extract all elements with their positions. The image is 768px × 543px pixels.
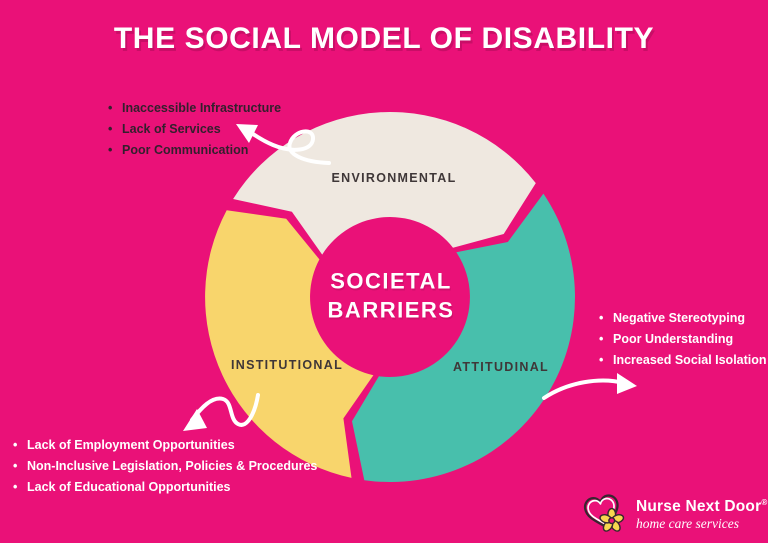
list-item: Lack of Educational Opportunities <box>12 477 317 498</box>
segment-label-institutional: INSTITUTIONAL <box>230 358 344 372</box>
list-item: Lack of Employment Opportunities <box>12 435 317 456</box>
curve-arrow-icon <box>542 373 637 400</box>
page-title: THE SOCIAL MODEL OF DISABILITY <box>113 22 655 55</box>
list-item: Negative Stereotyping <box>598 308 767 329</box>
heart-flower-icon <box>583 494 625 532</box>
institutional-barriers-list: Lack of Employment Opportunities Non-Inc… <box>12 435 317 498</box>
institutional-segment <box>205 210 374 478</box>
attitudinal-barriers-list: Negative Stereotyping Poor Understanding… <box>598 308 767 371</box>
list-item: Poor Communication <box>107 140 281 161</box>
center-title: SOCIETAL BARRIERS <box>328 267 455 324</box>
logo-tagline: home care services <box>636 515 739 531</box>
list-item: Poor Understanding <box>598 329 767 350</box>
registered-mark: ® <box>761 497 768 507</box>
segment-label-attitudinal: ATTITUDINAL <box>453 360 549 374</box>
list-item: Inaccessible Infrastructure <box>107 98 281 119</box>
list-item: Lack of Services <box>107 119 281 140</box>
segment-label-environmental: ENVIRONMENTAL <box>331 171 457 185</box>
logo-brand: Nurse Next Door <box>636 497 762 515</box>
zigzag-arrow-icon <box>183 393 260 431</box>
environmental-barriers-list: Inaccessible Infrastructure Lack of Serv… <box>107 98 281 161</box>
list-item: Non-Inclusive Legislation, Policies & Pr… <box>12 456 317 477</box>
logo-text: Nurse Next Door® home care services <box>636 498 767 531</box>
logo-brand-line: Nurse Next Door® <box>636 498 767 515</box>
attitudinal-segment <box>352 193 575 482</box>
center-title-line1: SOCIETAL <box>330 268 452 294</box>
flower <box>599 507 625 532</box>
list-item: Increased Social Isolation <box>598 350 767 371</box>
nurse-next-door-logo: Nurse Next Door® home care services <box>583 493 767 535</box>
center-title-line2: BARRIERS <box>327 297 455 322</box>
